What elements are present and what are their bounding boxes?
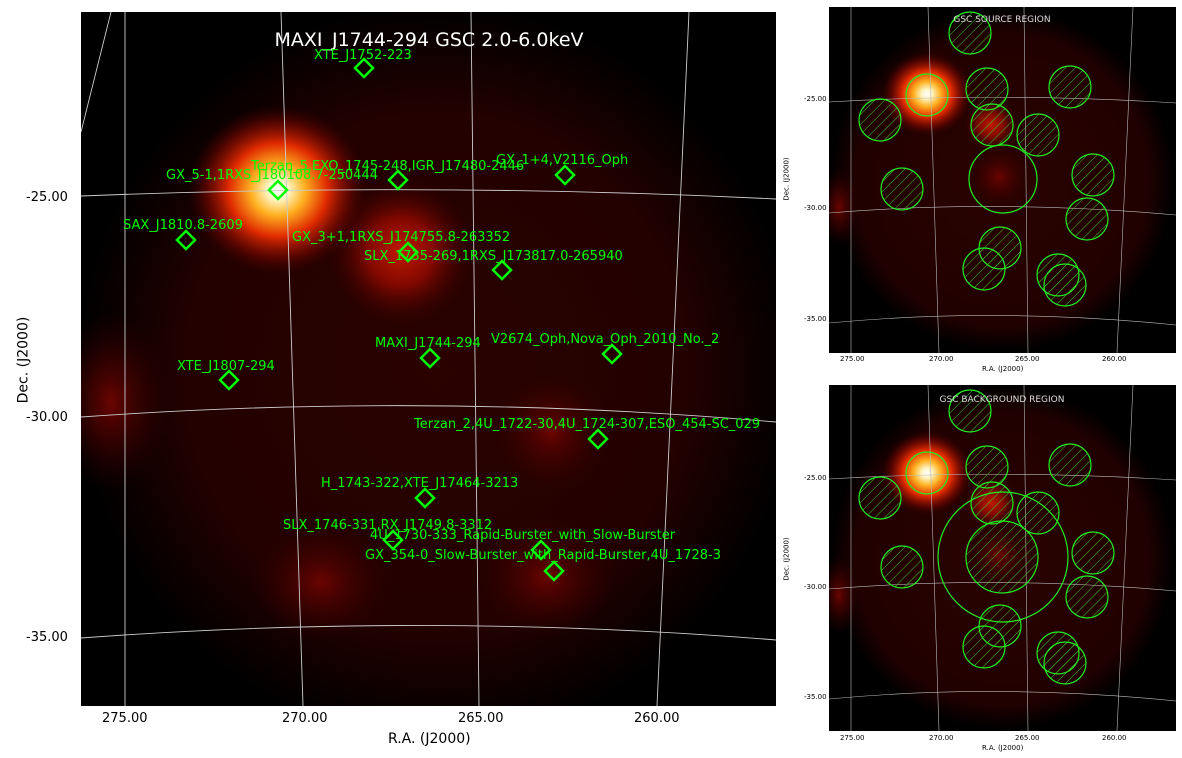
source-label: H_1743-322,XTE_J17464-3213 <box>321 476 518 491</box>
source-label: SLX_1735-269,1RXS_J173817.0-265940 <box>364 249 623 264</box>
x-axis-label: R.A. (J2000) <box>982 365 1024 373</box>
source-markers: XTE_J1752-223 Terzan_5,EXO_1745-248,IGR_J… <box>123 48 760 582</box>
xtick-label: 270.00 <box>282 711 328 726</box>
source-label: V2674_Oph,Nova_Oph_2010_No._2 <box>491 332 719 347</box>
background-region-map: GSC BACKGROUND REGION <box>829 385 1176 731</box>
xtick-label: 265.00 <box>1015 734 1040 742</box>
main-title: MAXI_J1744-294 GSC 2.0-6.0keV <box>274 29 583 51</box>
xtick-label: 260.00 <box>634 711 680 726</box>
y-axis-label: Dec. (J2000) <box>782 537 791 581</box>
background-region-image: GSC BACKGROUND REGION <box>829 385 1176 731</box>
y-axis-label: Dec. (J2000) <box>782 157 791 201</box>
source-marker <box>554 164 576 186</box>
source-label: GX_1+4,V2116_Oph <box>496 153 628 168</box>
source-marker <box>543 560 565 582</box>
source-region-map: GSC SOURCE REGION <box>829 7 1176 353</box>
y-axis-label: Dec. (J2000) <box>15 316 32 404</box>
ytick-label: -25.00 <box>804 474 827 482</box>
ytick-label: -30.00 <box>26 410 68 425</box>
xtick-label: 270.00 <box>929 734 954 742</box>
xtick-label: 275.00 <box>840 734 865 742</box>
ytick-label: -35.00 <box>804 315 827 323</box>
ytick-label: -30.00 <box>804 583 827 591</box>
source-marker <box>587 428 609 450</box>
source-marker <box>382 529 404 551</box>
source-marker <box>601 343 623 365</box>
source-marker <box>267 179 289 201</box>
background-region-title: GSC BACKGROUND REGION <box>940 395 1065 405</box>
source-label: 4U_1730-333_Rapid-Burster_with_Slow-Burs… <box>370 528 676 543</box>
source-marker <box>353 57 375 79</box>
source-marker <box>414 487 436 509</box>
source-marker <box>175 229 197 251</box>
xtick-label: 260.00 <box>1102 355 1127 363</box>
source-label: XTE_J1807-294 <box>177 359 275 374</box>
source-marker <box>530 539 552 561</box>
xtick-label: 260.00 <box>1102 734 1127 742</box>
x-axis-label: R.A. (J2000) <box>982 744 1024 752</box>
source-label: SLX_1746-331,RX_J1749.8-3312 <box>283 518 492 533</box>
source-label: MAXI_J1744-294 <box>375 336 481 351</box>
source-marker <box>218 369 240 391</box>
ytick-label: -30.00 <box>804 204 827 212</box>
xtick-label: 275.00 <box>840 355 865 363</box>
xtick-label: 270.00 <box>929 355 954 363</box>
source-label: Terzan_2,4U_1722-30,4U_1724-307,ESO_454-… <box>413 417 760 432</box>
source-region-title: GSC SOURCE REGION <box>953 15 1050 25</box>
xtick-label: 275.00 <box>102 711 148 726</box>
ytick-label: -25.00 <box>804 95 827 103</box>
ytick-label: -35.00 <box>804 693 827 701</box>
xtick-label: 265.00 <box>458 711 504 726</box>
source-label: XTE_J1752-223 <box>314 48 412 63</box>
source-label: GX_5-1,1RXS_J180108.7-250444 <box>166 168 378 183</box>
xtick-label: 265.00 <box>1015 355 1040 363</box>
source-marker <box>491 259 513 281</box>
source-label: Terzan_5,EXO_1745-248,IGR_J17480-2446 <box>250 159 524 174</box>
source-marker <box>397 241 419 263</box>
source-label: GX_354-0_Slow-Burster_with_Rapid-Burster… <box>365 548 721 563</box>
source-marker <box>419 347 441 369</box>
main-sky-map <box>81 12 776 706</box>
ytick-label: -25.00 <box>26 190 68 205</box>
source-marker <box>387 169 409 191</box>
source-region-image: GSC SOURCE REGION <box>829 7 1176 353</box>
ytick-label: -35.00 <box>26 630 68 645</box>
x-axis-label: R.A. (J2000) <box>388 731 471 747</box>
source-label: SAX_J1810.8-2609 <box>123 218 243 233</box>
main-sky-image <box>81 12 776 706</box>
source-label: GX_3+1,1RXS_J174755.8-263352 <box>292 230 510 245</box>
